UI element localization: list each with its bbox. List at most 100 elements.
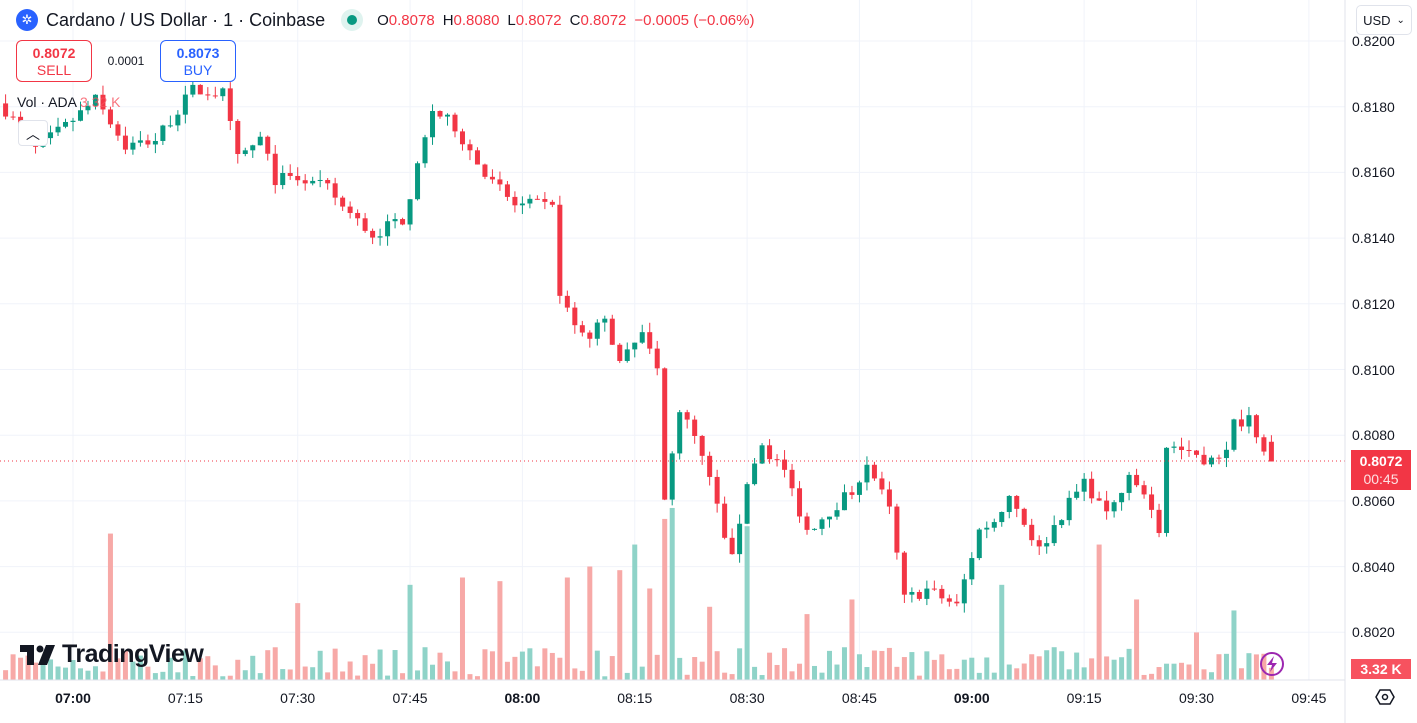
volume-bar: [489, 651, 495, 680]
candle-body: [871, 464, 877, 479]
candle-body: [677, 412, 683, 454]
candle-body: [482, 164, 488, 177]
volume-bar: [422, 647, 428, 680]
candle-body: [1014, 495, 1020, 509]
candle-body: [1059, 520, 1065, 526]
candle-body: [1238, 419, 1244, 427]
lightning-icon[interactable]: [1256, 650, 1288, 678]
spread: 0.0001: [107, 54, 145, 68]
volume-bar: [190, 676, 196, 680]
candle-body: [924, 588, 930, 599]
volume-bar: [92, 666, 98, 680]
volume-bar: [901, 657, 907, 680]
chevron-down-icon: ⌄: [1396, 14, 1405, 26]
candle-body: [1186, 450, 1192, 452]
candle-body: [931, 588, 937, 590]
collapse-legend-button[interactable]: ︿: [18, 120, 48, 146]
candle-body: [212, 95, 218, 97]
time-tick: 07:00: [55, 690, 91, 706]
volume-bar: [714, 651, 720, 680]
volume-bar: [242, 670, 248, 680]
volume-bar: [759, 675, 765, 680]
volume-bar: [744, 526, 750, 680]
candle-body: [527, 198, 533, 204]
volume-bar: [594, 650, 600, 680]
volume-bar: [564, 577, 570, 680]
candle-body: [1089, 478, 1095, 499]
currency-select[interactable]: USD ⌄: [1356, 5, 1412, 35]
market-status-icon[interactable]: [341, 9, 364, 31]
candle-body: [1021, 508, 1027, 525]
symbol-title[interactable]: Cardano / US Dollar · 1 · Coinbase: [46, 9, 326, 30]
volume-bar: [392, 650, 398, 680]
candle-body: [789, 469, 795, 489]
volume-bar: [280, 669, 286, 680]
candle-body: [961, 579, 967, 604]
candle-body: [856, 482, 862, 495]
candle-body: [662, 368, 668, 500]
volume-bar: [63, 667, 69, 680]
candle-body: [991, 522, 997, 528]
candle-body: [759, 445, 765, 464]
sell-button[interactable]: 0.8072 SELL: [16, 40, 92, 82]
volume-legend[interactable]: Vol · ADA 3.32 K: [17, 94, 121, 110]
settings-icon[interactable]: [1375, 687, 1395, 707]
candle-body: [894, 506, 900, 553]
candle-body: [1074, 491, 1080, 498]
price-tick: 0.8080: [1352, 427, 1395, 444]
candle-body: [1223, 449, 1229, 459]
volume-bar: [474, 676, 480, 680]
volume-bar: [347, 661, 353, 680]
candle-body: [609, 318, 615, 345]
volume-bar: [557, 657, 563, 680]
candle-body: [227, 88, 233, 121]
volume-bar: [991, 672, 997, 680]
candle-body: [557, 204, 563, 296]
volume-bar: [1036, 656, 1042, 680]
candle-body: [976, 529, 982, 559]
candle-body: [182, 94, 188, 115]
candle-body: [1231, 419, 1237, 450]
candle-body: [115, 124, 121, 136]
buy-button[interactable]: 0.8073 BUY: [160, 40, 236, 82]
volume-bar: [1238, 668, 1244, 680]
candle-body: [257, 136, 263, 146]
price-tick: 0.8200: [1352, 33, 1395, 49]
candle-body: [137, 140, 143, 143]
volume-bar: [70, 660, 76, 680]
volume-bar: [729, 674, 735, 680]
volume-bar: [841, 647, 847, 680]
candle-body: [77, 110, 83, 121]
volume-bar: [1089, 658, 1095, 680]
candle-body: [190, 84, 196, 95]
candle-body: [519, 203, 525, 206]
candle-body: [1171, 446, 1177, 448]
candle-body: [167, 125, 173, 127]
candle-body: [1029, 524, 1035, 541]
candle-body: [197, 84, 203, 95]
candle-body: [107, 109, 113, 125]
candle-body: [639, 332, 645, 343]
volume-bar: [152, 673, 158, 680]
volume-bar: [3, 670, 9, 680]
volume-bar: [961, 659, 967, 680]
tradingview-logo[interactable]: TradingView: [20, 640, 204, 669]
time-tick: 08:00: [504, 690, 541, 706]
volume-bar: [100, 671, 106, 680]
symbol-header[interactable]: ✲ Cardano / US Dollar · 1 · Coinbase O0.…: [16, 9, 754, 31]
candle-body: [579, 325, 585, 333]
candle-body: [377, 236, 383, 238]
last-volume-label: 3.32 K: [1351, 659, 1411, 679]
volume-bar: [504, 661, 510, 680]
price-tick: 0.8100: [1352, 361, 1395, 378]
volume-bar: [497, 581, 503, 680]
candle-body: [295, 175, 301, 181]
candle-body: [1201, 454, 1207, 465]
price-tick: 0.8040: [1352, 558, 1395, 575]
candle-body: [250, 145, 256, 151]
candle-body: [812, 528, 818, 530]
volume-bar: [632, 544, 638, 680]
volume-bar: [1216, 654, 1222, 680]
volume-bar: [122, 651, 128, 680]
